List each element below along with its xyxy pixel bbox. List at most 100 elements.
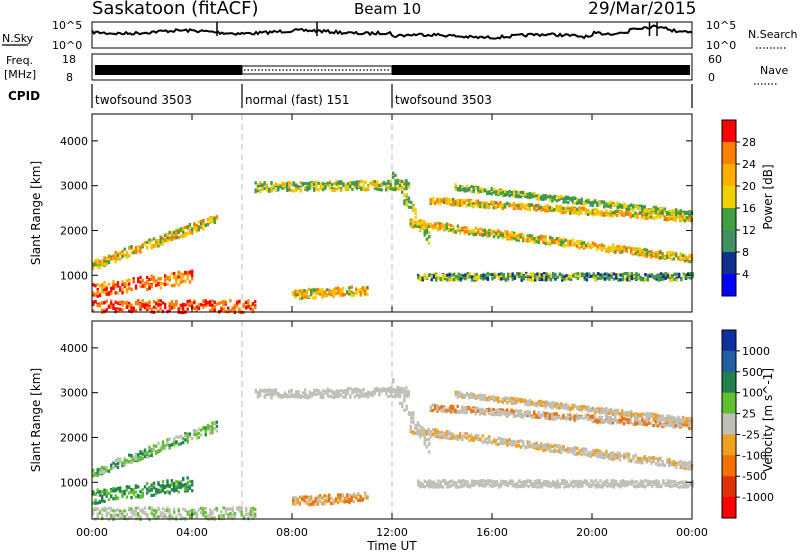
echo-cell <box>585 278 589 282</box>
colorbar-swatch <box>722 208 736 231</box>
echo-cell <box>467 203 471 207</box>
echo-cell <box>343 497 347 501</box>
echo-cell <box>483 409 486 413</box>
echo-cell <box>499 413 502 417</box>
echo-cell <box>170 306 174 310</box>
echo-cell <box>431 200 435 204</box>
echo-cell <box>112 282 115 286</box>
echo-cell <box>175 303 178 307</box>
echo-cell <box>499 440 502 444</box>
echo-cell <box>202 513 205 517</box>
echo-cell <box>143 448 147 452</box>
echo-cell <box>173 507 176 511</box>
echo-cell <box>657 210 660 214</box>
echo-cell <box>621 274 625 278</box>
echo-cell <box>182 516 185 520</box>
echo-cell <box>330 293 333 297</box>
echo-cell <box>110 466 113 471</box>
echo-cell <box>589 210 592 214</box>
echo-cell <box>98 265 102 269</box>
echo-cell <box>429 222 433 226</box>
echo-cell <box>494 201 498 205</box>
echo-cell <box>609 246 613 250</box>
echo-cell <box>476 409 480 413</box>
echo-cell <box>290 394 293 398</box>
echo-cell <box>213 515 216 520</box>
echo-cell <box>503 203 507 207</box>
echo-cell <box>492 190 496 194</box>
echo-cell <box>349 181 352 185</box>
echo-cell <box>326 393 329 398</box>
echo-cell <box>130 244 133 249</box>
echo-cell <box>609 204 613 208</box>
echo-cell <box>283 185 287 189</box>
echo-cell <box>123 458 126 462</box>
echo-cell <box>403 183 406 187</box>
echo-cell <box>499 437 502 441</box>
echo-cell <box>668 210 671 214</box>
echo-cell <box>654 457 658 461</box>
echo-cell <box>211 512 214 516</box>
echo-cell <box>110 299 113 303</box>
echo-cell <box>92 267 95 271</box>
echo-cell <box>125 290 129 294</box>
echo-cell <box>125 255 129 259</box>
echo-cell <box>222 302 225 306</box>
echo-cell <box>305 500 308 504</box>
echo-cell <box>105 469 108 473</box>
echo-cell <box>316 290 320 294</box>
echo-cell <box>438 431 442 435</box>
echo-cell <box>249 506 252 510</box>
echo-cell <box>119 509 122 513</box>
echo-cell <box>668 458 671 462</box>
echo-cell <box>620 210 624 214</box>
echo-cell <box>405 193 408 197</box>
echo-cell <box>125 252 129 256</box>
echo-cell <box>110 257 113 261</box>
echo-cell <box>429 225 433 229</box>
echo-cell <box>645 460 649 464</box>
echo-cell <box>510 203 513 207</box>
echo-cell <box>661 463 664 467</box>
echo-cell <box>310 290 313 294</box>
echo-cell <box>638 419 642 424</box>
echo-cell <box>569 243 572 247</box>
echo-cell <box>513 193 516 198</box>
echo-cell <box>200 510 203 514</box>
echo-cell <box>659 251 662 255</box>
echo-cell <box>157 239 160 243</box>
echo-cell <box>339 290 342 294</box>
echo-cell <box>152 512 156 516</box>
echo-cell <box>515 190 518 194</box>
echo-cell <box>612 245 615 249</box>
echo-cell <box>549 195 552 199</box>
echo-cell <box>528 191 532 196</box>
echo-cell <box>684 255 687 259</box>
echo-cell <box>394 395 397 399</box>
echo-cell <box>452 404 455 409</box>
echo-cell <box>502 276 505 281</box>
echo-cell <box>157 302 160 306</box>
echo-cell <box>551 238 554 242</box>
echo-cell <box>349 184 352 188</box>
echo-cell <box>569 449 572 453</box>
echo-cell <box>663 217 666 221</box>
echo-cell <box>681 464 685 468</box>
echo-cell <box>508 412 511 416</box>
freq-tick-bottom: 8 <box>66 71 73 84</box>
echo-cell <box>367 395 370 399</box>
echo-cell <box>238 509 241 513</box>
echo-cell <box>312 290 315 294</box>
echo-cell <box>186 476 189 480</box>
echo-cell <box>179 303 183 307</box>
echo-cell <box>488 438 491 442</box>
echo-cell <box>661 424 664 429</box>
echo-cell <box>594 199 597 203</box>
echo-cell <box>324 185 327 189</box>
echo-cell <box>358 180 361 184</box>
echo-cell <box>603 245 606 249</box>
echo-cell <box>251 513 255 517</box>
echo-cell <box>130 303 133 307</box>
echo-cell <box>560 238 563 242</box>
echo-cell <box>528 237 532 241</box>
